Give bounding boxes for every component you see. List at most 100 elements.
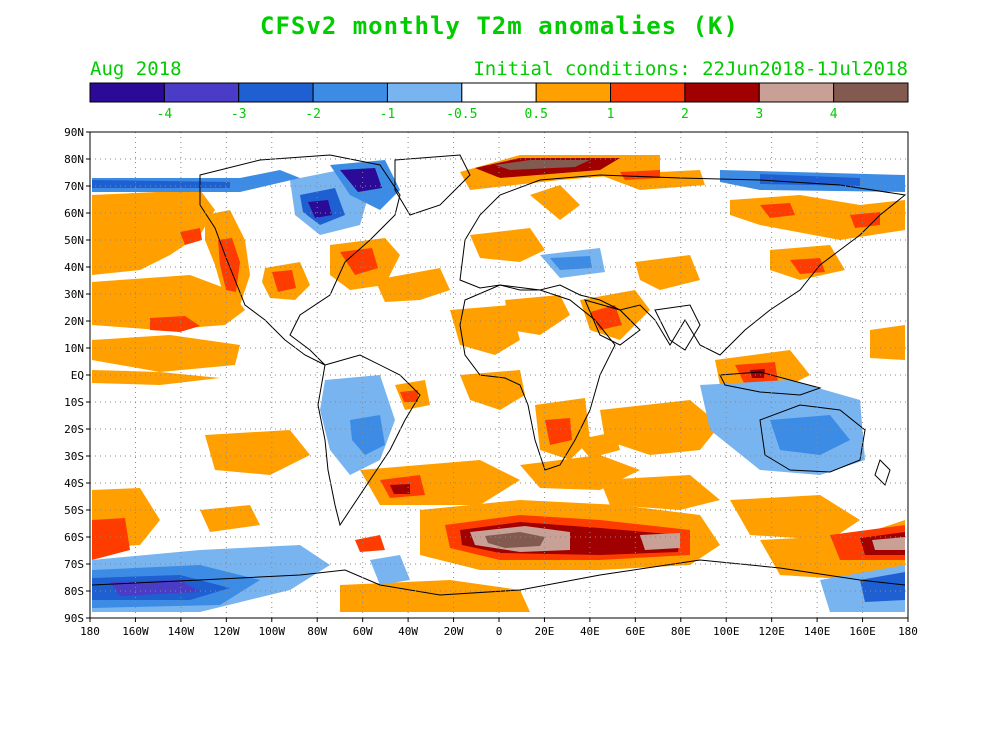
- anomaly-region: [390, 484, 410, 494]
- lon-label: 140E: [804, 625, 831, 638]
- coastline-antarctica: [91, 559, 906, 596]
- chart-title: CFSv2 monthly T2m anomalies (K): [260, 12, 739, 40]
- anomaly-region: [485, 532, 545, 548]
- lat-label: 40N: [64, 261, 84, 274]
- lat-label: EQ: [71, 369, 84, 382]
- anomaly-region: [495, 160, 590, 170]
- colorbar-label: 3: [755, 107, 763, 122]
- colorbar-label: -1: [380, 107, 396, 122]
- colorbar-swatch: [833, 82, 909, 103]
- anomaly-region: [750, 369, 765, 378]
- anomaly-region: [530, 185, 580, 220]
- anomaly-region: [340, 248, 378, 275]
- coastline-new-zealand: [874, 459, 891, 486]
- colorbar-label: 4: [830, 107, 838, 122]
- initial-conditions-label: Initial conditions: 22Jun2018-1Jul2018: [473, 58, 908, 80]
- anomaly-region: [150, 316, 200, 332]
- anomaly-region: [110, 580, 200, 596]
- colorbar-label: -2: [305, 107, 321, 122]
- anomaly-region: [92, 370, 220, 385]
- lon-label: 100W: [259, 625, 286, 638]
- longitude-labels: 180 160W 140W 120W 100W 80W 60W 40W 20W 0 20E 40E 60…: [80, 618, 918, 638]
- valid-month-label: Aug 2018: [90, 58, 182, 80]
- anomaly-region: [400, 390, 418, 402]
- anomaly-region: [545, 418, 572, 445]
- anomaly-region: [640, 533, 680, 550]
- anomaly-region: [770, 415, 850, 455]
- coastline-south-america: [317, 354, 421, 527]
- anomaly-region: [600, 475, 720, 510]
- lat-label: 80S: [64, 585, 84, 598]
- lat-label: 40S: [64, 477, 84, 490]
- anomaly-region: [180, 228, 202, 245]
- lon-label: 80E: [671, 625, 691, 638]
- lat-label: 70S: [64, 558, 84, 571]
- anomaly-region: [340, 168, 382, 192]
- lon-label: 160W: [122, 625, 149, 638]
- colorbar: -4 -3 -2 -1 -0.5 0.5 1 2 3 4: [89, 82, 909, 122]
- lat-label: 30N: [64, 288, 84, 301]
- lat-label: 50S: [64, 504, 84, 517]
- lon-label: 120E: [758, 625, 785, 638]
- lon-label: 0: [496, 625, 503, 638]
- anomaly-region: [200, 505, 260, 532]
- anomaly-region: [730, 495, 860, 540]
- anomaly-region: [600, 400, 720, 455]
- coastline-eurasia: [459, 174, 907, 356]
- colorbar-label: 1: [607, 107, 615, 122]
- anomaly-fields: [92, 155, 905, 612]
- anomaly-region: [92, 518, 130, 560]
- coastline-indonesia: [719, 371, 822, 396]
- coastline-greenland: [394, 154, 471, 216]
- lon-label: 40E: [580, 625, 600, 638]
- anomaly-region: [760, 174, 860, 186]
- lon-label: 80W: [307, 625, 327, 638]
- coastline-arabia: [584, 299, 641, 346]
- anomaly-region: [355, 535, 385, 552]
- lon-label: 40W: [398, 625, 418, 638]
- anomaly-region: [470, 228, 545, 262]
- coastline-india: [654, 304, 701, 351]
- anomaly-region: [860, 572, 905, 602]
- lon-label: 100E: [713, 625, 740, 638]
- anomaly-region: [620, 170, 660, 180]
- anomaly-region: [370, 555, 410, 585]
- lat-label: 60S: [64, 531, 84, 544]
- colorbar-label: 0.5: [524, 107, 547, 122]
- lon-label: 180: [898, 625, 918, 638]
- lon-label: 180: [80, 625, 100, 638]
- lat-label: 20N: [64, 315, 84, 328]
- lat-label: 20S: [64, 423, 84, 436]
- anomaly-region: [375, 268, 450, 302]
- anomaly-region: [850, 212, 880, 228]
- lon-label: 140W: [168, 625, 195, 638]
- anomaly-region: [872, 537, 905, 550]
- lat-label: 90S: [64, 612, 84, 625]
- lon-label: 60E: [625, 625, 645, 638]
- lat-label: 60N: [64, 207, 84, 220]
- anomaly-region: [92, 190, 215, 275]
- anomaly-region: [272, 270, 296, 292]
- colorbar-label: -4: [157, 107, 173, 122]
- anomaly-region: [505, 295, 570, 335]
- latitude-labels: 90N 80N 70N 60N 50N 40N 30N 20N 10N EQ 10S 20S 30S 40…: [64, 126, 90, 625]
- colorbar-label: -3: [231, 107, 247, 122]
- anomaly-region: [340, 580, 530, 612]
- anomaly-region: [870, 325, 905, 360]
- lat-label: 30S: [64, 450, 84, 463]
- lat-label: 10N: [64, 342, 84, 355]
- lon-label: 20E: [535, 625, 555, 638]
- colorbar-label: 2: [681, 107, 689, 122]
- anomaly-region: [92, 275, 245, 330]
- lat-label: 50N: [64, 234, 84, 247]
- anomaly-region: [450, 305, 520, 355]
- lat-label: 10S: [64, 396, 84, 409]
- anomaly-region: [350, 415, 385, 455]
- lon-label: 160E: [849, 625, 876, 638]
- anomaly-region: [92, 335, 240, 372]
- coastline-australia: [759, 404, 866, 473]
- lon-label: 60W: [353, 625, 373, 638]
- anomaly-region: [205, 430, 310, 475]
- lon-label: 20W: [444, 625, 464, 638]
